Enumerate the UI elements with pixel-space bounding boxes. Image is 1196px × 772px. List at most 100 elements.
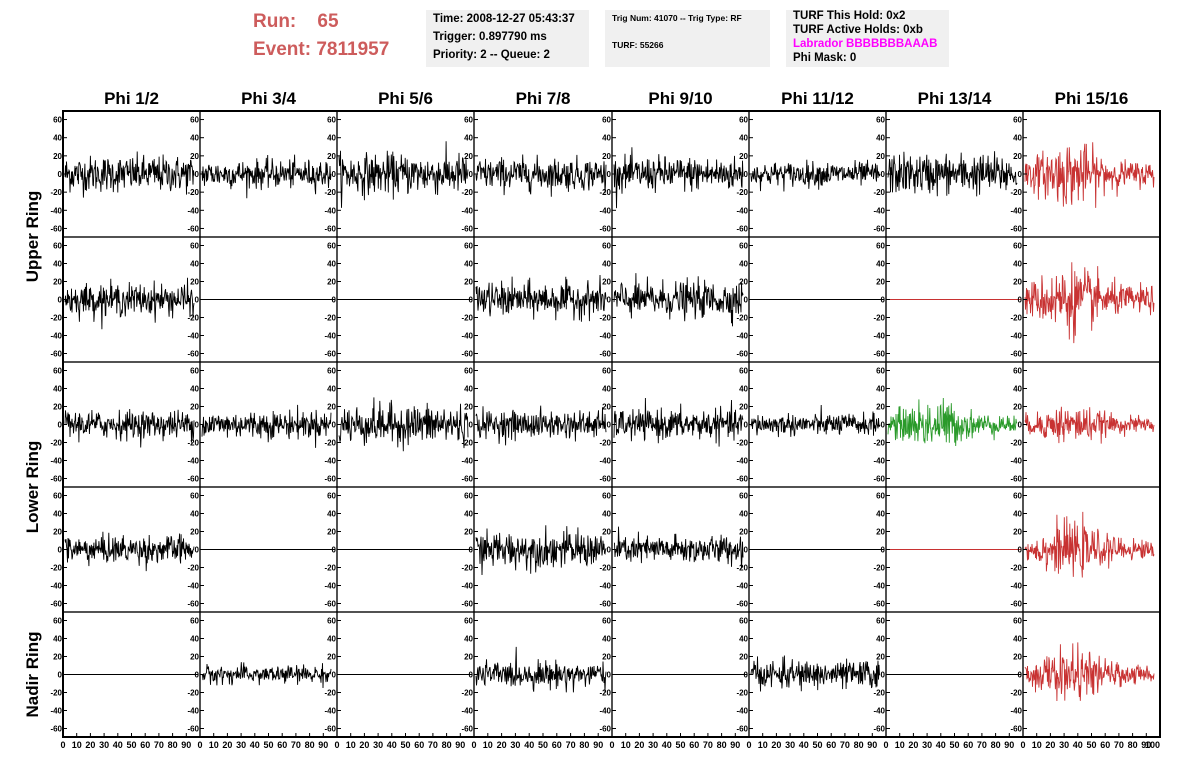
y-tick-label: 60 [602,116,611,125]
column-title: Phi 13/14 [918,89,992,108]
time-text: Time: 2008-12-27 05:43:37 [433,13,575,25]
y-tick-label: 60 [739,242,748,251]
y-tick-label: 20 [602,528,611,537]
y-tick-label: -60 [599,224,611,233]
x-tick-label: 30 [785,740,795,750]
y-tick-label: -20 [187,689,199,698]
y-tick-label: 60 [190,617,199,626]
waveform-trace [338,141,469,208]
x-tick-label: 30 [236,740,246,750]
y-tick-label: 40 [876,635,885,644]
y-tick-label: 40 [53,635,62,644]
x-tick-label: 80 [854,740,864,750]
y-tick-label: -60 [187,350,199,359]
y-tick-label: 20 [190,152,199,161]
y-tick-label: 0 [58,296,63,305]
y-tick-label: -60 [187,224,199,233]
y-tick-label: -60 [187,600,199,609]
y-tick-label: 60 [53,492,62,501]
y-tick-label: -40 [1010,457,1022,466]
y-tick-label: 40 [876,510,885,519]
y-tick-label: 0 [195,421,200,430]
x-tick-label: 70 [566,740,576,750]
y-tick-label: 0 [607,296,612,305]
y-tick-label: 40 [190,510,199,519]
y-tick-label: -60 [461,600,473,609]
waveform-trace [338,397,469,452]
x-tick-label: 90 [1004,740,1014,750]
y-tick-label: 20 [190,528,199,537]
y-tick-label: 40 [876,260,885,269]
y-tick-label: 60 [602,617,611,626]
y-tick-label: -40 [461,582,473,591]
y-tick-label: 20 [602,653,611,662]
y-tick-label: 0 [1018,170,1023,179]
x-tick-label: 30 [922,740,932,750]
x-tick-label: 10 [209,740,219,750]
y-tick-label: 0 [469,421,474,430]
y-tick-label: 20 [464,653,473,662]
y-tick-label: 40 [327,134,336,143]
y-tick-label: 20 [876,528,885,537]
y-tick-label: -60 [324,224,336,233]
row-group-title: Nadir Ring [23,632,42,718]
y-tick-label: -40 [187,457,199,466]
y-tick-label: 60 [53,367,62,376]
y-tick-label: -60 [1010,475,1022,484]
waveform-trace [750,404,881,438]
y-tick-label: 60 [876,116,885,125]
x-tick-label: 70 [977,740,987,750]
y-tick-label: -20 [461,314,473,323]
run-label: Run: 65 [253,11,339,32]
y-tick-label: -40 [324,457,336,466]
y-tick-label: -20 [187,314,199,323]
waveform-trace [64,151,195,198]
y-tick-label: -20 [187,188,199,197]
y-tick-label: -20 [461,439,473,448]
waveform-trace [64,408,195,448]
y-tick-label: 0 [1018,546,1023,555]
y-tick-label: 40 [739,385,748,394]
y-tick-label: 60 [190,492,199,501]
x-tick-label: 60 [826,740,836,750]
y-tick-label: -60 [50,475,62,484]
y-tick-label: -20 [736,188,748,197]
labrador-text: Labrador BBBBBBBAAAB [793,38,938,50]
y-tick-label: 60 [739,492,748,501]
y-tick-label: 60 [464,617,473,626]
y-tick-label: 0 [58,170,63,179]
y-tick-label: -20 [736,439,748,448]
x-tick-label: 80 [442,740,452,750]
y-tick-label: -60 [187,725,199,734]
y-tick-label: 0 [332,421,337,430]
x-tick-label: 60 [140,740,150,750]
turf-text: TURF: 55266 [612,40,664,50]
x-tick-label: 20 [359,740,369,750]
y-tick-label: 0 [195,170,200,179]
y-tick-label: 40 [327,510,336,519]
y-tick-label: -40 [461,332,473,341]
x-tick-label: 50 [1086,740,1096,750]
x-tick-label: 70 [703,740,713,750]
y-tick-label: 40 [53,134,62,143]
x-tick-label: 20 [771,740,781,750]
y-tick-label: 40 [53,385,62,394]
y-tick-label: 60 [1013,242,1022,251]
y-tick-label: 20 [53,278,62,287]
x-tick-label: 0 [471,740,476,750]
x-tick-label: 80 [305,740,315,750]
y-tick-label: -60 [599,350,611,359]
x-tick-label: 50 [538,740,548,750]
column-title: Phi 11/12 [781,89,854,108]
y-tick-label: 40 [327,385,336,394]
x-tick-label: 40 [250,740,260,750]
y-tick-label: 40 [190,260,199,269]
waveform-trace [475,525,607,576]
x-tick-label: 60 [552,740,562,750]
y-tick-label: 20 [327,152,336,161]
y-tick-label: 20 [876,403,885,412]
y-tick-label: 40 [739,635,748,644]
y-tick-label: -20 [873,314,885,323]
x-tick-label: 30 [1059,740,1069,750]
y-tick-label: -60 [50,224,62,233]
